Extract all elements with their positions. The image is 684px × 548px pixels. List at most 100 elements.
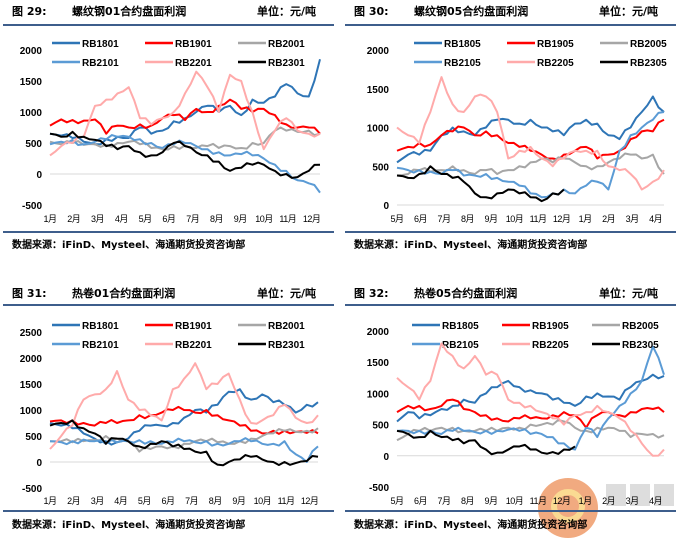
x-tick-label: 9月 <box>232 496 245 506</box>
series-line-rb1901 <box>49 98 321 135</box>
source-note: 数据来源：iFinD、Mysteel、海通期货投资咨询部 <box>354 520 588 531</box>
legend-label: RB2205 <box>537 58 574 69</box>
chart-title: 图 29: 螺纹钢01合约盘面利润 <box>12 5 187 18</box>
series-line-rb2305 <box>396 165 565 203</box>
x-tick-label: 12月 <box>303 214 321 224</box>
x-tick-label: 7月 <box>186 214 199 224</box>
y-tick-label: 1000 <box>20 406 43 417</box>
x-tick-label: 4月 <box>114 496 127 506</box>
series-line-rb2101 <box>49 134 321 194</box>
x-tick-label: 3月 <box>626 496 639 506</box>
legend-label: RB2305 <box>622 340 659 351</box>
series-line-rb1905 <box>396 398 665 429</box>
x-tick-label: 9月 <box>485 496 498 506</box>
divider <box>3 510 334 512</box>
x-tick-label: 2月 <box>602 496 615 506</box>
x-tick-label: 3月 <box>91 496 104 506</box>
y-tick-label: 500 <box>372 162 389 173</box>
legend-label: RB1905 <box>532 321 569 332</box>
x-tick-label: 6月 <box>414 214 427 224</box>
source-note: 数据来源：iFinD、Mysteel、海通期货投资咨询部 <box>12 520 246 531</box>
legend-label: RB2101 <box>82 340 119 351</box>
x-tick-label: 2月 <box>67 214 80 224</box>
legend-label: RB2201 <box>175 340 212 351</box>
x-tick-label: 6月 <box>414 496 427 506</box>
y-tick-label: 500 <box>25 432 42 443</box>
legend-label: RB2005 <box>622 321 659 332</box>
source-note: 数据来源：iFinD、Mysteel、海通期货投资咨询部 <box>354 240 588 251</box>
series-line-rb2201 <box>49 362 319 450</box>
y-tick-label: 500 <box>372 421 389 432</box>
x-tick-label: 2月 <box>602 214 615 224</box>
line-chart: 0 500 1000 1500 2000 5月 6月 7月 8月 9月 10月 11月 12月 1月 2月 3… <box>367 39 667 224</box>
legend-label: RB2105 <box>442 340 479 351</box>
y-tick-label: -500 <box>22 201 42 212</box>
legend-label: RB1901 <box>175 321 212 332</box>
unit-label: 单位：元/吨 <box>256 5 316 18</box>
y-tick-label: 2000 <box>20 354 43 365</box>
series-line-rb2205 <box>396 76 665 191</box>
legend-label: RB1905 <box>537 39 574 50</box>
x-tick-label: 1月 <box>43 496 56 506</box>
legend-label: RB2301 <box>268 58 305 69</box>
chart-panel-30: 图 30: 螺纹钢05合约盘面利润 单位：元/吨 0 500 1000 1500 2000… <box>342 0 684 266</box>
divider <box>345 510 676 512</box>
series-line-rb1805 <box>396 95 665 164</box>
legend-label: RB2001 <box>268 39 305 50</box>
x-tick-label: 8月 <box>209 496 222 506</box>
y-tick-label: 1000 <box>20 108 43 119</box>
x-tick-label: 5月 <box>390 496 403 506</box>
legend-label: RB1805 <box>444 39 481 50</box>
legend-label: RB1801 <box>82 321 119 332</box>
x-tick-label: 5月 <box>138 496 151 506</box>
line-chart: -500 0 500 1000 1500 2000 5月 6月 7月 8月 9月 10月 11月 12月 1… <box>367 321 665 506</box>
series-line-rb1901 <box>49 405 319 435</box>
watermark-swirl-icon <box>551 489 585 523</box>
divider <box>3 304 334 306</box>
series-line-rb2301 <box>49 419 319 467</box>
y-tick-label: -500 <box>369 483 389 494</box>
x-tick-label: 3月 <box>626 214 639 224</box>
x-tick-label: 5月 <box>390 214 403 224</box>
unit-label: 单位：元/吨 <box>256 287 316 300</box>
legend-label: RB2105 <box>444 58 481 69</box>
y-tick-label: 1500 <box>367 85 390 96</box>
source-note: 数据来源：iFinD、Mysteel、海通期货投资咨询部 <box>12 240 246 251</box>
legend-label: RB2101 <box>82 58 119 69</box>
y-tick-label: 0 <box>36 170 42 181</box>
x-tick-label: 12月 <box>553 214 571 224</box>
series-line-rb2305 <box>396 429 576 456</box>
x-tick-label: 1月 <box>43 214 56 224</box>
y-tick-label: 2000 <box>367 46 390 57</box>
legend-label: RB2005 <box>630 39 667 50</box>
x-tick-label: 4月 <box>649 496 662 506</box>
chart-panel-32: 图 32: 热卷05合约盘面利润 单位：元/吨 -500 0 500 1000 1500 2… <box>342 282 684 548</box>
legend-label: RB2205 <box>532 340 569 351</box>
divider <box>345 304 676 306</box>
x-tick-label: 4月 <box>115 214 128 224</box>
line-chart: -500 0 500 1000 1500 2000 2500 1月 2月 3月 4月 5月 6月 7月 8月… <box>20 321 319 506</box>
chart-title: 图 30: 螺纹钢05合约盘面利润 <box>354 5 529 18</box>
unit-label: 单位：元/吨 <box>598 287 658 300</box>
series-line-rb2101 <box>49 437 319 463</box>
y-tick-label: -500 <box>22 484 42 495</box>
y-tick-label: 0 <box>383 452 389 463</box>
x-tick-label: 2月 <box>67 496 80 506</box>
legend-label: RB2305 <box>630 58 667 69</box>
line-chart: -500 0 500 1000 1500 2000 1月 2月 3月 4月 5月 6月 7月 8月 9月 10… <box>20 39 321 224</box>
series-line-rb1801 <box>49 59 321 146</box>
chart-title: 图 31: 热卷01合约盘面利润 <box>12 287 176 300</box>
x-tick-label: 7月 <box>185 496 198 506</box>
y-tick-label: 0 <box>36 458 42 469</box>
y-tick-label: 2000 <box>20 46 43 57</box>
x-tick-label: 10月 <box>506 214 524 224</box>
x-tick-label: 11月 <box>530 214 547 224</box>
divider <box>345 231 676 233</box>
divider <box>345 24 676 26</box>
series-line-rb2205 <box>396 342 665 457</box>
x-tick-label: 8月 <box>210 214 223 224</box>
x-tick-label: 11月 <box>279 214 296 224</box>
x-tick-label: 5月 <box>139 214 152 224</box>
series-line-rb2001 <box>49 427 319 453</box>
legend-label: RB1805 <box>442 321 479 332</box>
